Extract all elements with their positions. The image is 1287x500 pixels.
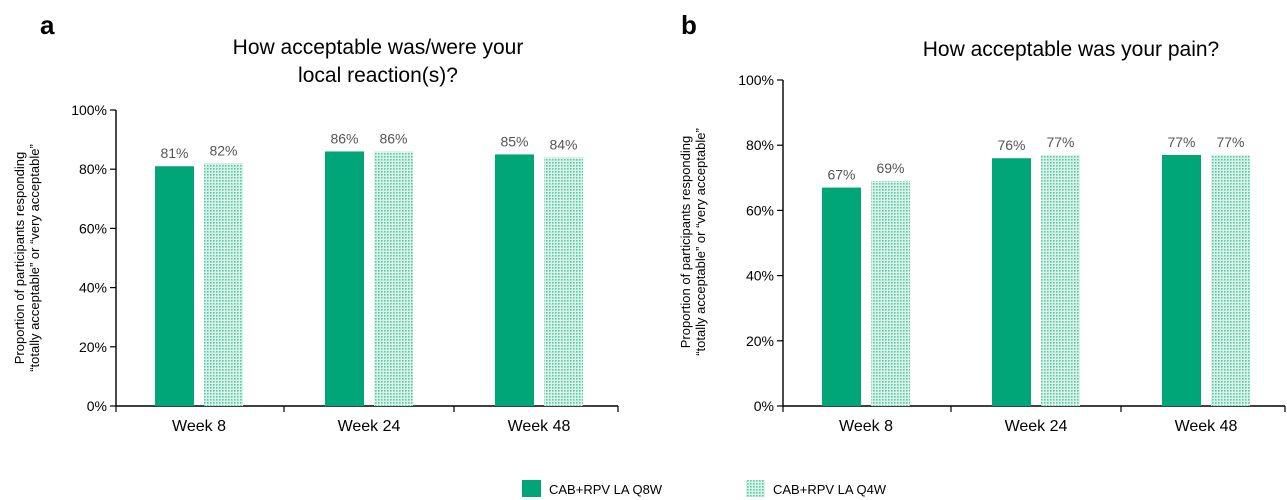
y-axis-label-line-2: “totally acceptable” or “very acceptable… — [693, 128, 708, 356]
x-tick-label: Week 8 — [839, 418, 893, 435]
y-tick-label: 80% — [746, 137, 774, 153]
y-tick-label: 40% — [79, 280, 107, 296]
data-label: 84% — [549, 136, 577, 152]
legend-swatch-q4w — [746, 480, 765, 497]
y-axis-label: Proportion of participants responding “t… — [678, 128, 708, 356]
x-tick-label: Week 48 — [508, 418, 571, 435]
y-tick-label: 60% — [746, 202, 774, 218]
bar-q8w — [155, 166, 194, 406]
bar-q8w — [495, 154, 534, 406]
plot-area: 0% 20% 40% 60% 80% 100% 81% 82% Week 8 86% 86% Week… — [71, 102, 619, 435]
plot-area: 0% 20% 40% 60% 80% 100% 67% 69% Week 8 76% 77% Week… — [738, 72, 1286, 435]
y-tick-label: 100% — [738, 72, 774, 88]
legend-label-q8w: CAB+RPV LA Q8W — [549, 482, 663, 497]
bar-q8w — [325, 151, 364, 406]
bar-q4w — [871, 181, 910, 406]
legend-swatch-q8w — [522, 480, 541, 497]
x-tick-label: Week 48 — [1175, 418, 1238, 435]
chart-title-line-1: How acceptable was/were your — [233, 36, 524, 59]
y-tick-label: 0% — [87, 398, 107, 414]
y-tick-label: 20% — [746, 333, 774, 349]
y-axis-label: Proportion of participants responding “t… — [12, 144, 42, 372]
bar-q4w — [1211, 154, 1250, 406]
bar-q4w — [544, 157, 583, 406]
data-label: 77% — [1046, 134, 1074, 150]
y-axis-label-line-2: “totally acceptable” or “very acceptable… — [27, 144, 42, 372]
data-label: 86% — [330, 130, 358, 146]
panel-b: b How acceptable was your pain? Proporti… — [678, 10, 1286, 435]
chart-title-line-2: local reaction(s)? — [298, 64, 458, 87]
bar-q8w — [1162, 154, 1201, 406]
data-label: 69% — [876, 160, 904, 176]
x-tick-label: Week 8 — [172, 418, 226, 435]
data-label: 81% — [160, 145, 188, 161]
panel-letter: b — [681, 10, 697, 40]
panel-letter: a — [40, 10, 55, 40]
y-axis-label-line-1: Proportion of participants responding — [678, 136, 693, 348]
chart-title-line-1: How acceptable was your pain? — [923, 38, 1220, 61]
data-label: 82% — [209, 142, 237, 158]
bar-q4w — [1041, 154, 1080, 406]
bar-q4w — [204, 163, 243, 406]
data-label: 77% — [1167, 134, 1195, 150]
data-label: 76% — [997, 137, 1025, 153]
data-label: 67% — [827, 167, 855, 183]
y-tick-label: 60% — [79, 220, 107, 236]
legend: CAB+RPV LA Q8W CAB+RPV LA Q4W — [522, 480, 887, 497]
x-tick-label: Week 24 — [338, 418, 401, 435]
data-label: 77% — [1216, 134, 1244, 150]
bar-q8w — [992, 158, 1031, 406]
y-tick-label: 20% — [79, 339, 107, 355]
data-label: 85% — [500, 133, 528, 149]
data-label: 86% — [379, 130, 407, 146]
y-axis-label-line-1: Proportion of participants responding — [12, 152, 27, 364]
y-tick-label: 100% — [71, 102, 107, 118]
y-tick-label: 80% — [79, 161, 107, 177]
bar-q8w — [822, 187, 861, 406]
bar-q4w — [374, 151, 413, 406]
y-tick-label: 40% — [746, 268, 774, 284]
y-tick-label: 0% — [754, 398, 774, 414]
x-tick-label: Week 24 — [1005, 418, 1068, 435]
panel-a: a How acceptable was/were your local rea… — [12, 10, 619, 435]
legend-label-q4w: CAB+RPV LA Q4W — [773, 482, 887, 497]
